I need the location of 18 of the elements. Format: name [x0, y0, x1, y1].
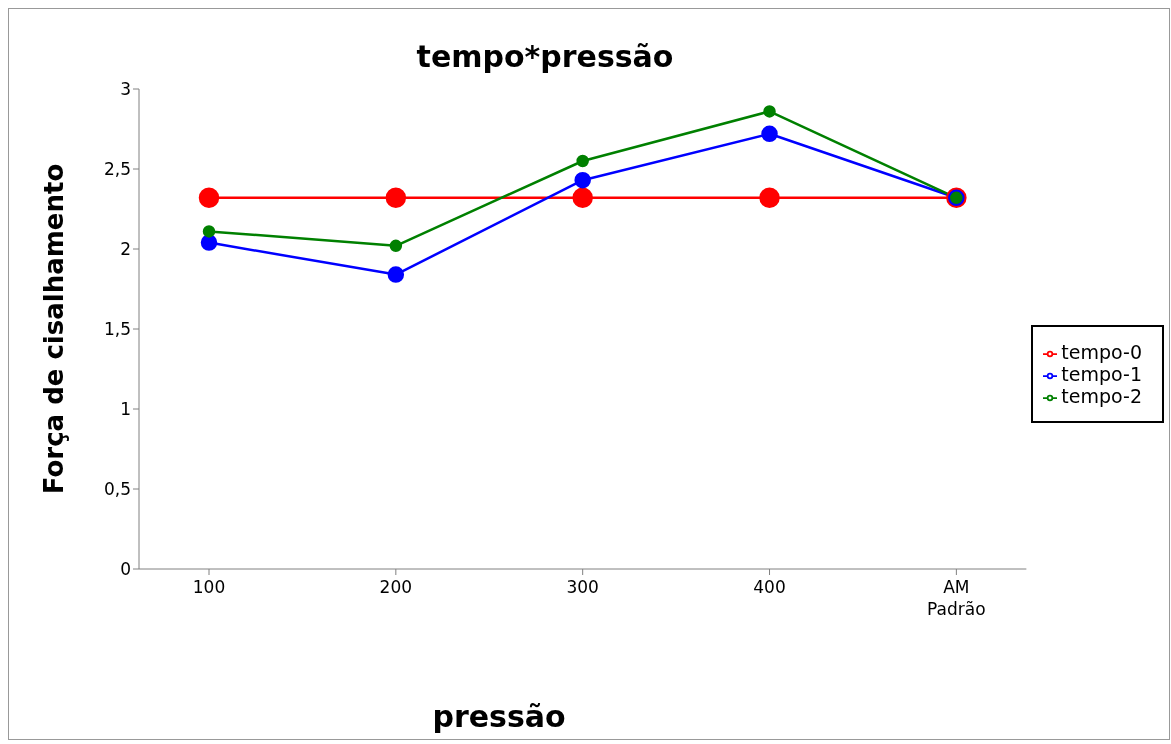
y-tick-label: 1 — [120, 399, 131, 420]
y-tick-label: 1,5 — [103, 319, 131, 340]
x-tick-label: 200 — [379, 577, 413, 597]
y-tick-label: 2,5 — [103, 159, 131, 180]
x-tick-label: AM Padrão — [927, 577, 986, 619]
y-tick-label: 2 — [120, 239, 131, 260]
legend-label: tempo-0 — [1061, 341, 1142, 363]
x-tick-label: 400 — [753, 577, 786, 597]
y-tick-label: 0,5 — [103, 479, 131, 500]
legend-label: tempo-1 — [1061, 363, 1142, 385]
legend-label: tempo-2 — [1061, 385, 1142, 407]
y-axis-title: Força de cisalhamento — [39, 163, 70, 495]
x-axis-title: pressão — [431, 699, 567, 734]
y-tick-label: 3 — [120, 79, 131, 100]
y-tick-label: 0 — [120, 559, 131, 580]
chart-title: tempo*pressão — [415, 39, 675, 74]
x-tick-label: 300 — [566, 577, 599, 597]
x-tick-label: 100 — [192, 577, 226, 597]
